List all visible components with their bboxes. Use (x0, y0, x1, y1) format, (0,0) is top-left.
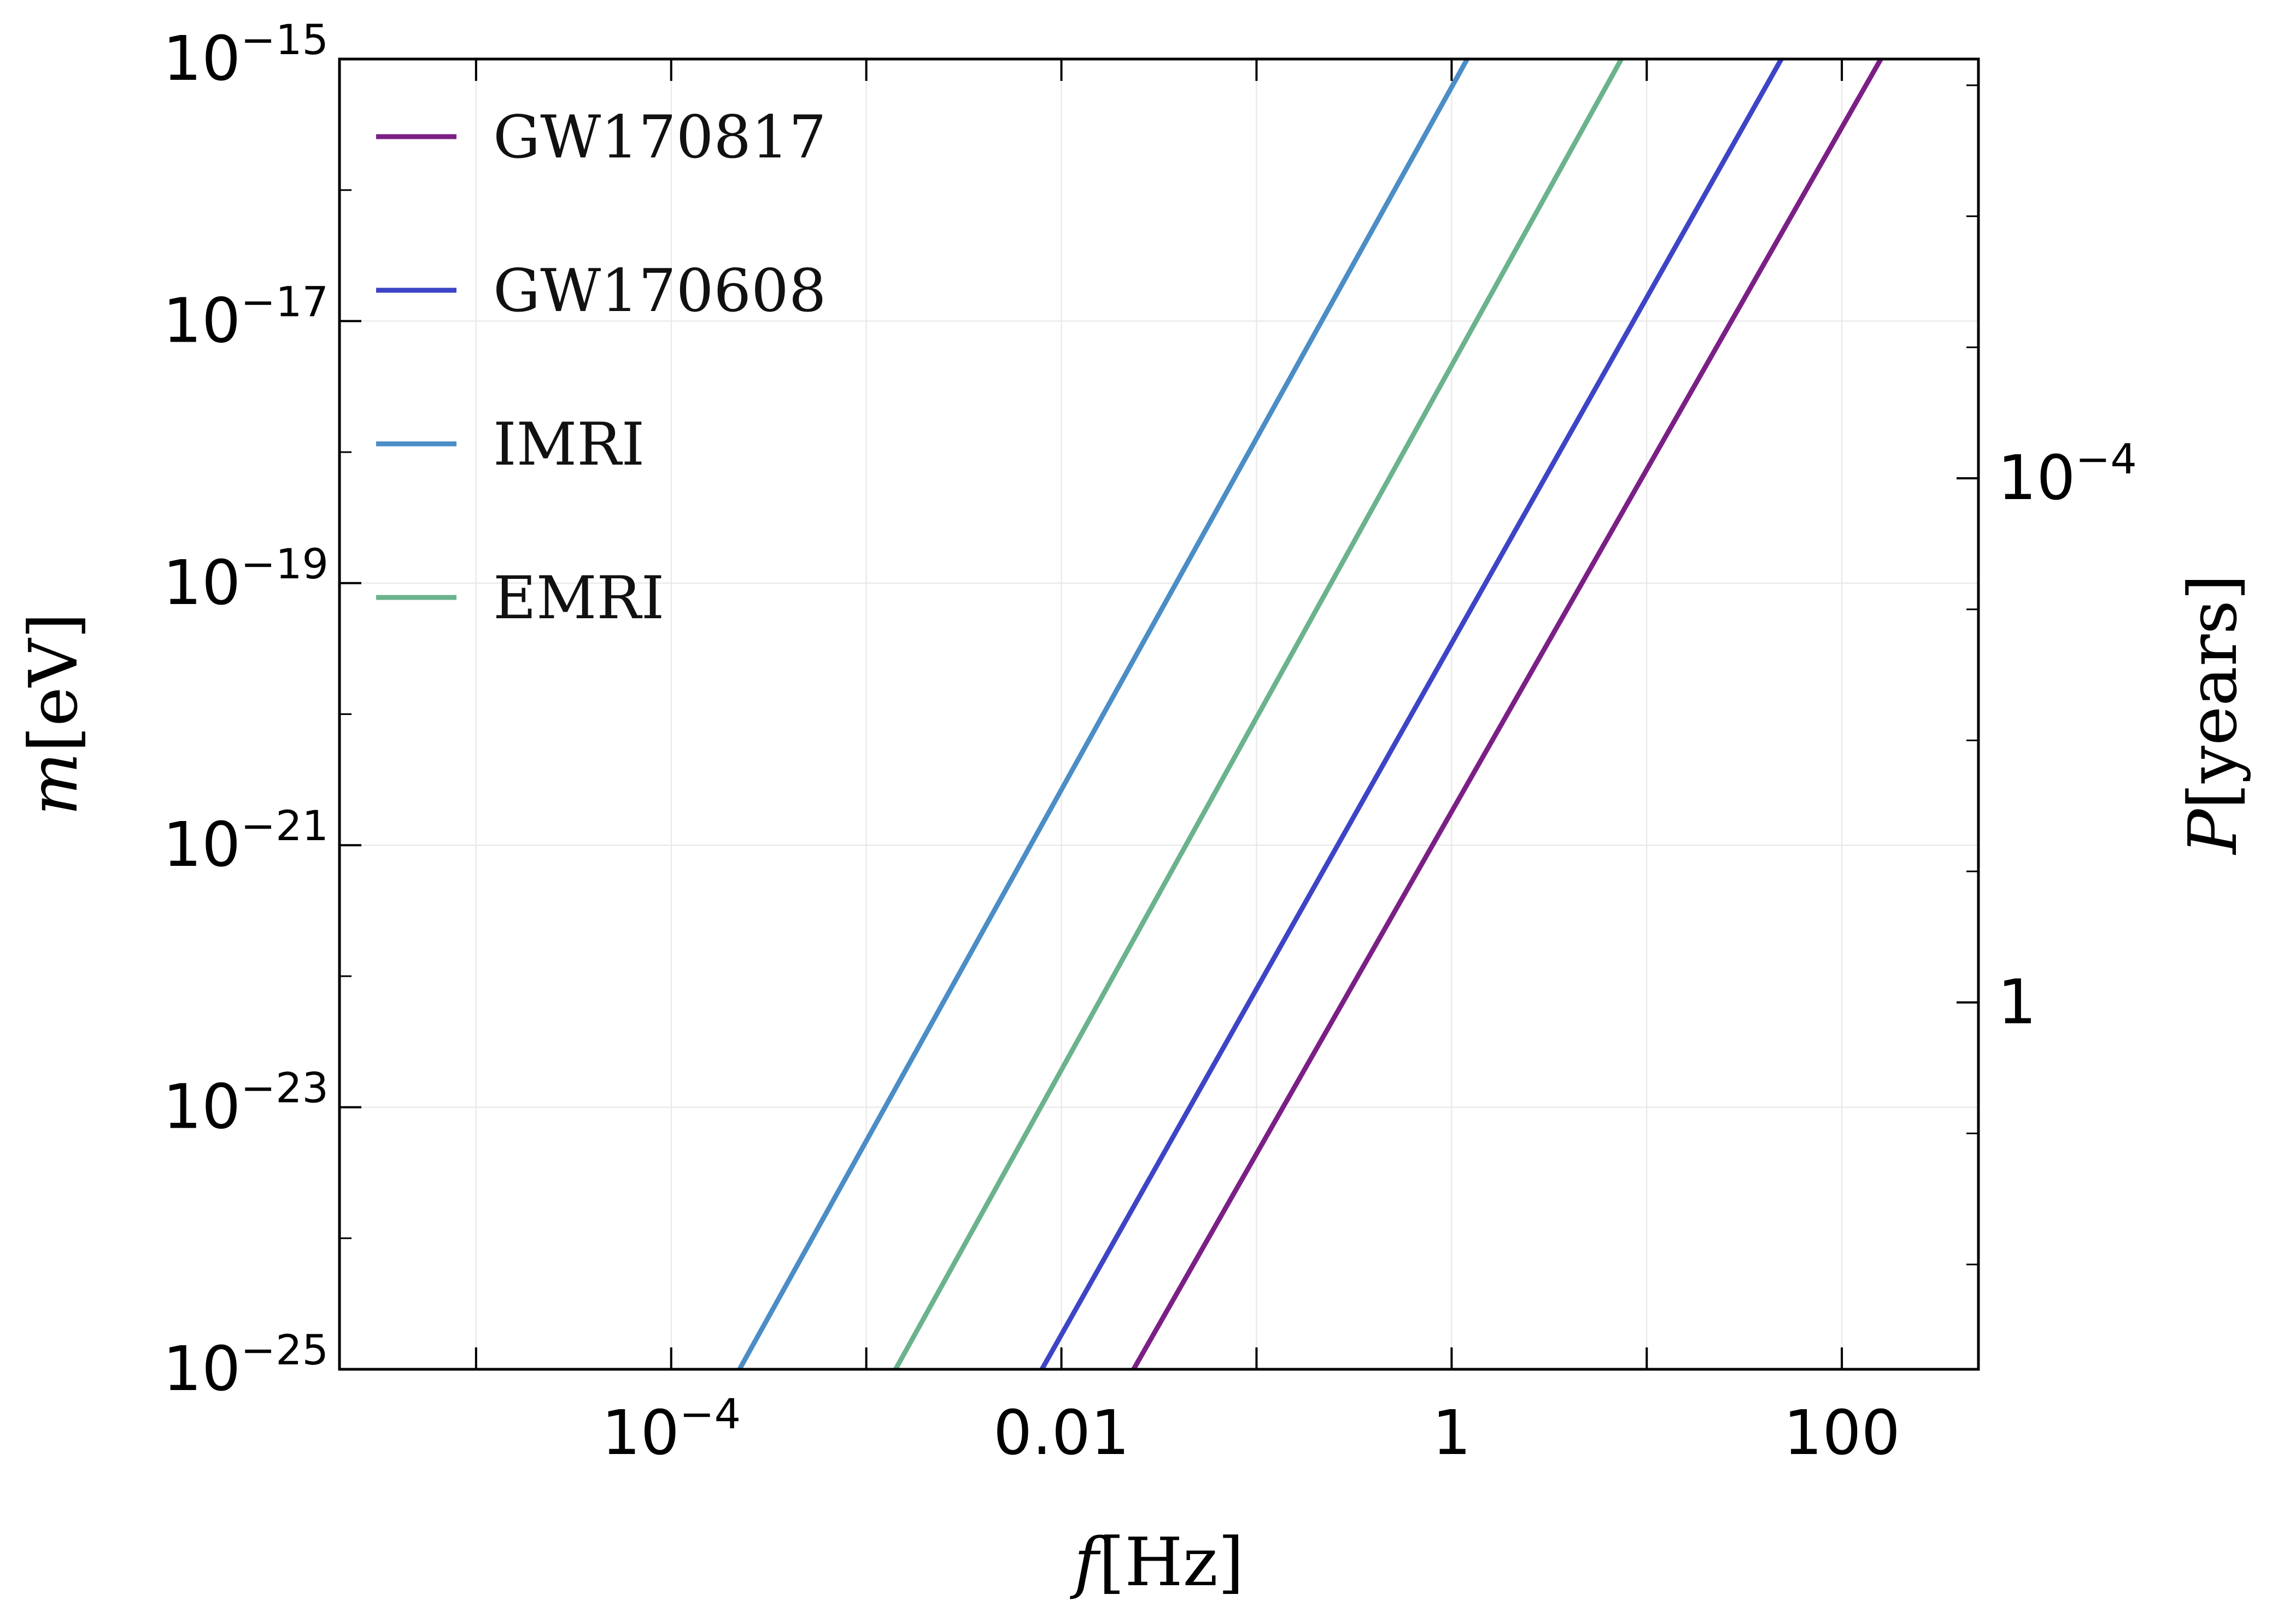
series-line-gw170608 (1039, 57, 1784, 1371)
y-tick-label: 10−17 (163, 277, 329, 356)
y-tick-label-mantissa: 10 (163, 1334, 241, 1405)
y-tick-label-exponent: −15 (241, 15, 329, 64)
y-tick-label-mantissa: 10 (163, 1072, 241, 1143)
x-axis-title-unit: [Hz] (1099, 1523, 1244, 1601)
y-tick-label: 10−25 (163, 1326, 329, 1405)
x-tick-label-exponent: −4 (680, 1390, 741, 1438)
x-tick-label: 100 (1783, 1398, 1900, 1469)
y-axis-title-unit: [eV] (15, 613, 92, 753)
y2-tick-label: 10−4 (1998, 435, 2137, 514)
y2-tick-label-mantissa: 10 (1998, 443, 2076, 514)
y-tick-label-mantissa: 10 (163, 548, 241, 619)
y-tick-label: 10−23 (163, 1064, 329, 1143)
x-tick-label-mantissa: 1 (1432, 1398, 1471, 1469)
legend-label: GW170608 (493, 257, 827, 325)
y-tick-label-exponent: −21 (241, 801, 329, 850)
y-tick-label-mantissa: 10 (163, 810, 241, 881)
series-lines (737, 57, 1883, 1371)
tick-marks (339, 58, 1978, 1370)
y-axis-title-symbol: m (15, 752, 92, 816)
series-line-emri (893, 57, 1624, 1371)
series-line-imri (737, 57, 1469, 1371)
y-tick-label-exponent: −25 (241, 1326, 329, 1374)
legend: GW170817 GW170608 IMRI EMRI (376, 103, 827, 632)
y-tick-label-mantissa: 10 (163, 285, 241, 356)
y-tick-label-exponent: −23 (241, 1064, 329, 1112)
y2-axis-title: P[years] (2174, 574, 2252, 855)
tick-labels: 10−4 0.01 1 10010−2510−2310−2110−1910−1710−… (163, 15, 2137, 1469)
y-tick-label: 10−21 (163, 801, 329, 881)
legend-label: GW170817 (493, 103, 827, 172)
y2-axis-title-symbol: P (2174, 808, 2252, 855)
y-tick-label-exponent: −17 (241, 277, 329, 326)
y-tick-label: 10−19 (163, 540, 329, 619)
y2-axis-title-unit: [years] (2174, 574, 2252, 809)
y-tick-label: 10−15 (163, 15, 329, 95)
x-tick-label-mantissa: 10 (601, 1398, 680, 1469)
x-tick-label-mantissa: 0.01 (993, 1398, 1129, 1469)
x-tick-label: 10−4 (601, 1390, 741, 1469)
axis-titles: f[Hz] m[eV] P[years] (15, 574, 2252, 1601)
y-tick-label-exponent: −19 (241, 540, 329, 588)
legend-label: IMRI (493, 411, 645, 479)
y2-tick-label-mantissa: 1 (1998, 967, 2036, 1038)
y-tick-label-mantissa: 10 (163, 24, 241, 95)
legend-label: EMRI (493, 564, 664, 632)
y2-tick-label-exponent: −4 (2076, 435, 2137, 483)
series-line-gw170817 (1131, 57, 1883, 1371)
y2-tick-label: 1 (1998, 967, 2036, 1038)
x-tick-label-mantissa: 100 (1783, 1398, 1900, 1469)
x-tick-label: 1 (1432, 1398, 1471, 1469)
y-axis-title: m[eV] (15, 613, 92, 816)
x-axis-title: f[Hz] (1069, 1523, 1244, 1601)
x-tick-label: 0.01 (993, 1398, 1129, 1469)
